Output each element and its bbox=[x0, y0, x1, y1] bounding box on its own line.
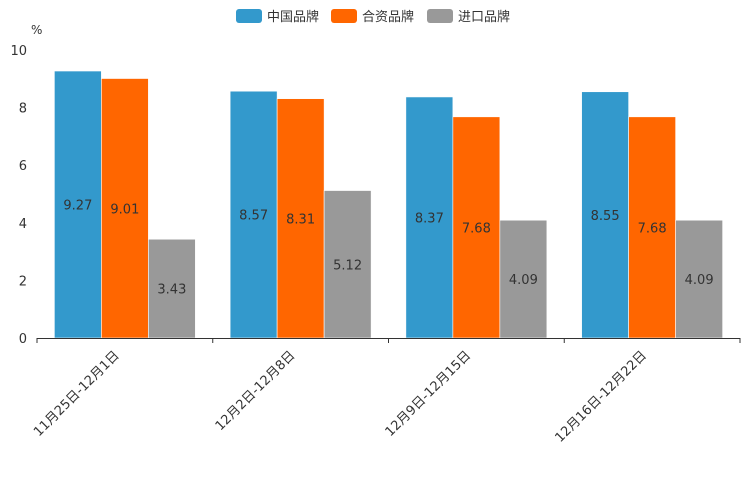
x-tick-label-3: 12月9日-12月15日 bbox=[383, 348, 475, 440]
data-label-2-3: 5.12 bbox=[333, 258, 362, 273]
legend-swatch-2 bbox=[331, 9, 357, 23]
data-label-4-2: 7.68 bbox=[638, 221, 667, 236]
bars: 9.27 9.01 3.43 8.57 8.31 5.12 8.37 7.68 4.09 8.55… bbox=[54, 70, 723, 339]
bar-2-3 bbox=[323, 190, 372, 339]
data-label-2-1: 8.57 bbox=[239, 209, 268, 224]
bar-4-1 bbox=[581, 91, 629, 339]
data-label-4-1: 8.55 bbox=[591, 209, 620, 224]
x-tick-label-1: 11月25日-12月1日 bbox=[31, 348, 123, 440]
legend-swatch-1 bbox=[236, 9, 262, 23]
legend-label-1: 中国品牌 bbox=[267, 9, 319, 25]
data-label-1-1: 9.27 bbox=[63, 199, 92, 214]
y-tick-label-6: 6 bbox=[19, 159, 27, 174]
y-tick-label-4: 4 bbox=[19, 217, 27, 232]
y-tick-label-0: 0 bbox=[19, 332, 27, 347]
x-tick-label-4: 12月16日-12月22日 bbox=[552, 348, 649, 445]
bar-4-3 bbox=[675, 219, 723, 339]
legend: 中国品牌 合资品牌 进口品牌 bbox=[236, 9, 510, 25]
bar-1-2 bbox=[101, 78, 149, 339]
bar-1-1 bbox=[54, 70, 102, 339]
bar-2-2 bbox=[276, 98, 325, 339]
y-axis-unit-label: % bbox=[31, 23, 42, 37]
data-label-3-3: 4.09 bbox=[509, 273, 538, 288]
bar-1-3 bbox=[148, 238, 196, 339]
data-label-2-2: 8.31 bbox=[286, 212, 315, 227]
y-tick-label-10: 10 bbox=[10, 44, 27, 59]
x-tick-label-2: 12月2日-12月8日 bbox=[213, 348, 299, 434]
y-tick-label-8: 8 bbox=[19, 102, 27, 117]
y-tick-label-2: 2 bbox=[19, 274, 27, 289]
data-label-4-3: 4.09 bbox=[685, 273, 714, 288]
data-label-3-2: 7.68 bbox=[462, 221, 491, 236]
y-axis-ticks: 0 2 4 6 8 10 bbox=[10, 44, 27, 347]
legend-label-3: 进口品牌 bbox=[458, 9, 510, 25]
legend-label-2: 合资品牌 bbox=[362, 9, 414, 25]
data-label-3-1: 8.37 bbox=[415, 211, 444, 226]
x-axis: 11月25日-12月1日 12月2日-12月8日 12月9日-12月15日 12月16… bbox=[31, 338, 741, 446]
bar-2-1 bbox=[229, 90, 278, 339]
bar-3-2 bbox=[452, 116, 501, 339]
data-label-1-3: 3.43 bbox=[157, 283, 186, 298]
legend-swatch-3 bbox=[427, 9, 453, 23]
data-label-1-2: 9.01 bbox=[110, 202, 139, 217]
